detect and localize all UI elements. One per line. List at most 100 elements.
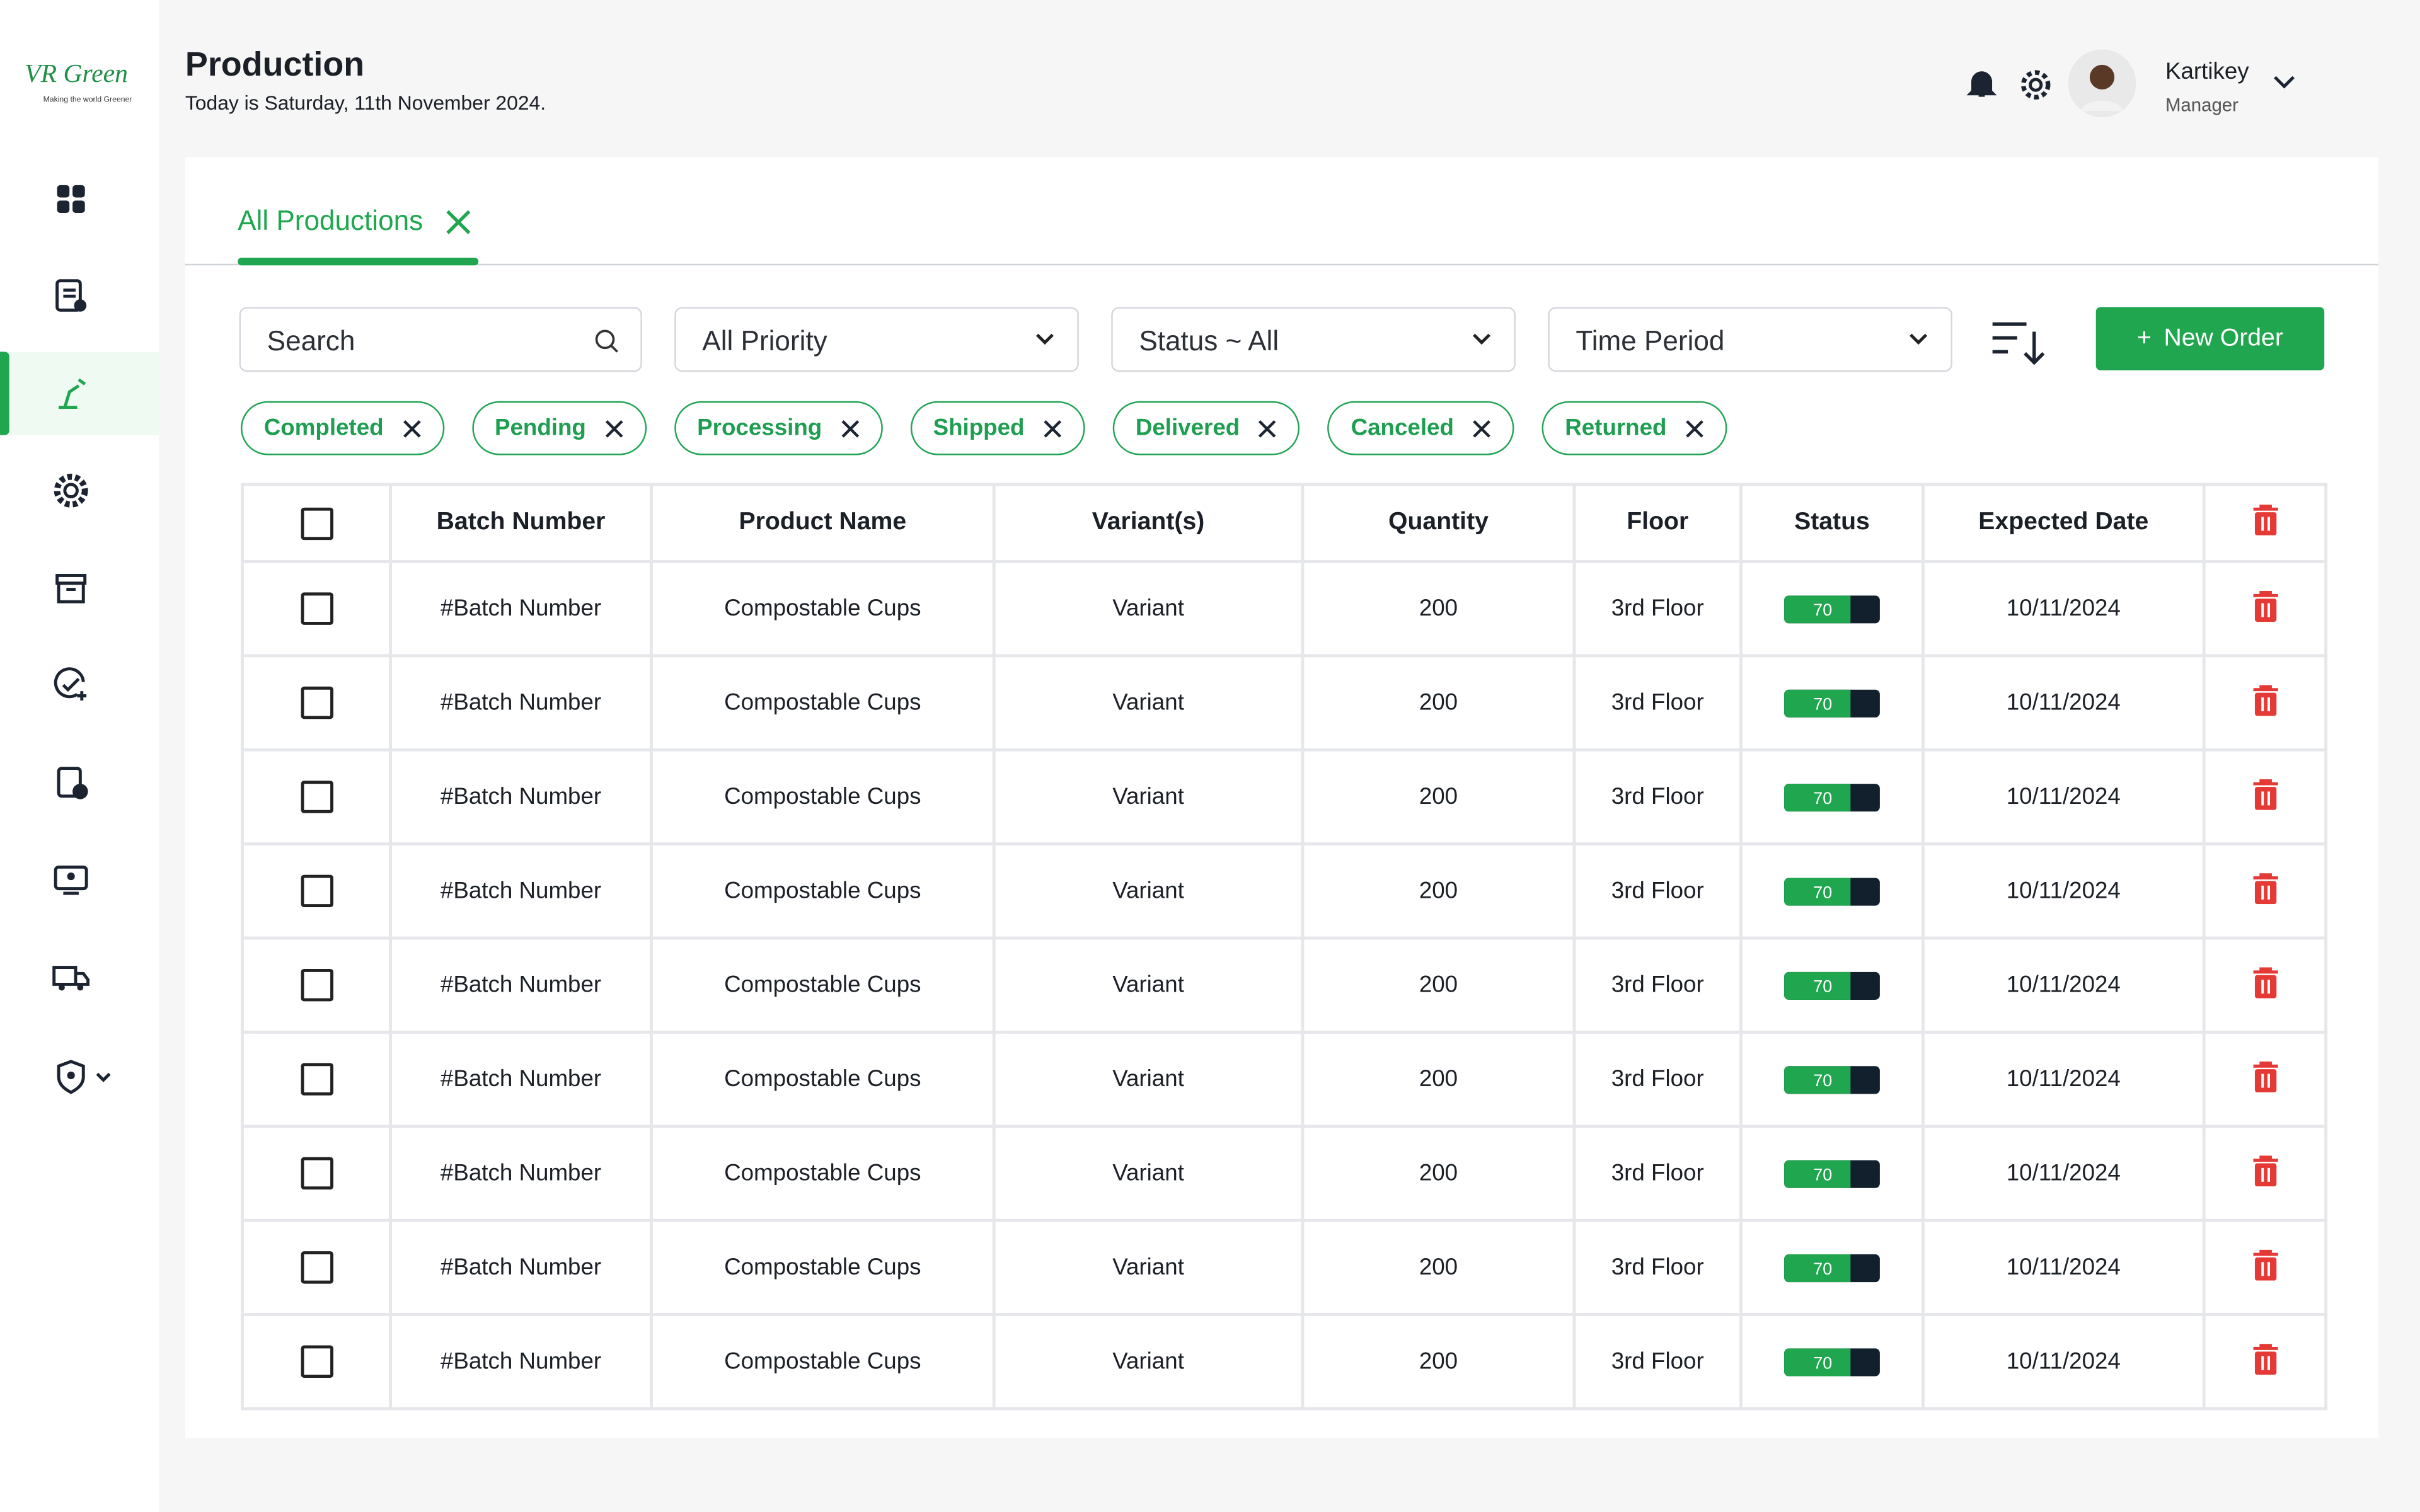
row-delete xyxy=(2202,1218,2328,1316)
chip-remove[interactable] xyxy=(402,419,420,437)
quantity: 200 xyxy=(1301,1313,1576,1411)
tab-close[interactable] xyxy=(444,209,472,236)
row-select xyxy=(241,842,393,940)
search-input[interactable]: Search xyxy=(239,307,642,372)
checkbox[interactable] xyxy=(300,1063,333,1096)
variant: Variant xyxy=(992,654,1305,752)
priority-select[interactable]: All Priority xyxy=(674,307,1079,372)
checkbox[interactable] xyxy=(300,507,333,539)
delete-icon[interactable] xyxy=(2251,778,2279,810)
expected-date: 10/11/2024 xyxy=(1922,1030,2206,1128)
chip-remove[interactable] xyxy=(604,419,623,437)
settings-icon[interactable] xyxy=(2019,68,2053,102)
nav-settings[interactable] xyxy=(51,471,91,511)
checkbox[interactable] xyxy=(300,1251,333,1284)
row-select xyxy=(241,559,393,658)
expected-date: 10/11/2024 xyxy=(1922,748,2206,846)
nav-schedule[interactable] xyxy=(51,762,91,803)
delete-icon[interactable] xyxy=(2251,1155,2279,1186)
period-select[interactable]: Time Period xyxy=(1548,307,1952,372)
new-order-button[interactable]: + New Order xyxy=(2095,307,2325,370)
floor: 3rd Floor xyxy=(1572,1030,1743,1128)
filter-chip[interactable]: Pending xyxy=(471,401,647,455)
row-select xyxy=(241,1125,393,1222)
period-value: Time Period xyxy=(1576,325,1725,357)
chip-remove[interactable] xyxy=(841,419,859,437)
table-row: #Batch Number Compostable Cups Variant 200 3… xyxy=(241,936,2328,1034)
progress-label: 70 xyxy=(1813,1071,1833,1091)
checkbox[interactable] xyxy=(300,686,333,719)
filter-chip[interactable]: Returned xyxy=(1541,401,1727,455)
tab-label[interactable]: All Productions xyxy=(238,205,424,236)
delete-icon[interactable] xyxy=(2251,684,2279,716)
chip-label: Canceled xyxy=(1351,415,1454,442)
floor: 3rd Floor xyxy=(1572,1218,1743,1316)
status-chips: Completed Pending Processing Shipped Deliver… xyxy=(241,401,1727,455)
nav-reports[interactable] xyxy=(51,859,91,900)
status-cell: 70 xyxy=(1739,748,1925,846)
checkbox[interactable] xyxy=(300,874,333,908)
nav-archive[interactable] xyxy=(51,568,91,608)
table-row: #Batch Number Compostable Cups Variant 200 3… xyxy=(241,748,2328,846)
nav-delivery[interactable] xyxy=(51,956,91,997)
delete-icon[interactable] xyxy=(2251,590,2279,621)
progress-bar: 70 xyxy=(1784,595,1880,623)
filter-chip[interactable]: Processing xyxy=(674,401,882,455)
search-icon xyxy=(595,329,618,353)
page-subtitle: Today is Saturday, 11th November 2024. xyxy=(185,91,546,115)
chip-label: Returned xyxy=(1565,415,1667,442)
chip-label: Completed xyxy=(263,415,384,442)
progress-fill xyxy=(1784,782,1852,811)
table-header: Batch Number Product Name Variant(s) Quanti… xyxy=(241,483,2328,563)
delete-icon[interactable] xyxy=(2251,1060,2279,1092)
progress-bar: 70 xyxy=(1784,877,1880,905)
delete-icon[interactable] xyxy=(2251,872,2279,903)
checkbox[interactable] xyxy=(300,1157,333,1190)
delete-all xyxy=(2202,483,2328,563)
batch-number: #Batch Number xyxy=(389,559,653,658)
page-title: Production xyxy=(185,45,365,84)
notifications-icon[interactable] xyxy=(1965,66,1999,100)
plus: + xyxy=(2136,325,2152,352)
variant: Variant xyxy=(992,1125,1305,1222)
filter-chip[interactable]: Shipped xyxy=(909,401,1085,455)
avatar[interactable] xyxy=(2068,49,2136,118)
quantity: 200 xyxy=(1301,559,1576,658)
progress-bar: 70 xyxy=(1784,1253,1880,1281)
chip-remove[interactable] xyxy=(1472,419,1490,437)
nav-orders[interactable] xyxy=(51,276,91,316)
nav-security[interactable] xyxy=(51,1057,119,1097)
nav-production[interactable] xyxy=(51,374,91,414)
column-header: Variant(s) xyxy=(992,483,1305,563)
filter-chip[interactable]: Delivered xyxy=(1112,401,1300,455)
status-select[interactable]: Status ~ All xyxy=(1111,307,1516,372)
progress-bar: 70 xyxy=(1784,1159,1880,1188)
row-delete xyxy=(2202,1125,2328,1222)
chip-remove[interactable] xyxy=(1685,419,1703,437)
checkbox[interactable] xyxy=(300,592,333,625)
delete-icon[interactable] xyxy=(2251,1249,2279,1280)
chip-remove[interactable] xyxy=(1043,419,1061,437)
chip-remove[interactable] xyxy=(1259,419,1277,437)
checkbox[interactable] xyxy=(300,781,333,813)
row-delete xyxy=(2202,654,2328,752)
delete-icon[interactable] xyxy=(2251,966,2279,998)
delete-icon[interactable] xyxy=(2251,1343,2279,1374)
row-select xyxy=(241,936,393,1034)
sort-button[interactable] xyxy=(1991,319,2046,369)
checkbox[interactable] xyxy=(300,968,333,1002)
checkbox[interactable] xyxy=(300,1345,333,1378)
expected-date: 10/11/2024 xyxy=(1922,559,2206,658)
user-menu-chevron[interactable] xyxy=(2272,72,2296,91)
nav-approvals[interactable] xyxy=(51,665,91,706)
filter-chip[interactable]: Completed xyxy=(241,401,444,455)
logo-tagline: Making the world Greener xyxy=(43,95,132,105)
filter-chip[interactable]: Canceled xyxy=(1327,401,1514,455)
column-header: Expected Date xyxy=(1922,483,2206,563)
variant: Variant xyxy=(992,1030,1305,1128)
expected-date: 10/11/2024 xyxy=(1922,842,2206,940)
nav-dashboard[interactable] xyxy=(51,179,91,219)
delete-icon[interactable] xyxy=(2251,503,2279,535)
variant: Variant xyxy=(992,748,1305,846)
